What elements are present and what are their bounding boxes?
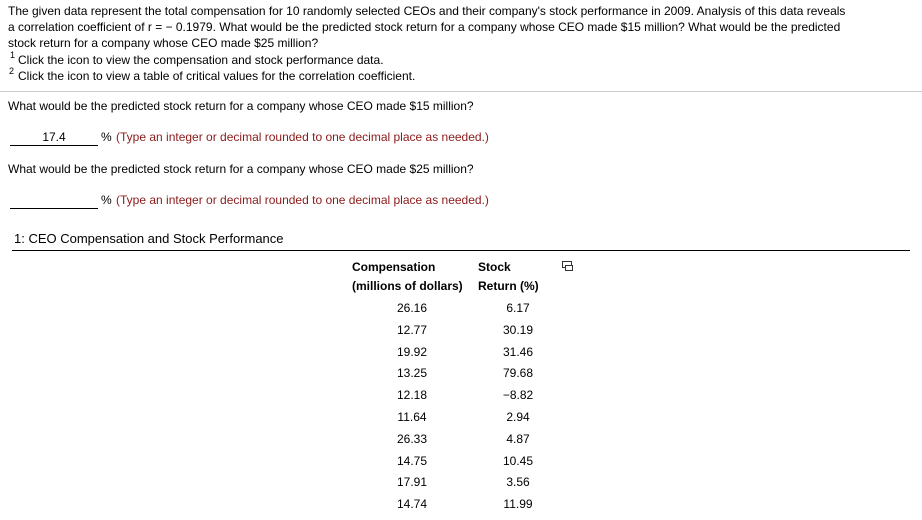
- intro-line: The given data represent the total compe…: [8, 4, 846, 18]
- table-cell: 14.75: [396, 453, 428, 468]
- table-cell: 19.92: [396, 344, 428, 359]
- footnote-number: 2: [9, 66, 15, 76]
- table-cell: 12.77: [396, 322, 428, 337]
- column-header: Stock: [478, 260, 511, 274]
- question: What would be the predicted stock return…: [8, 99, 474, 113]
- table-cell: 4.87: [506, 431, 530, 446]
- footnote-link[interactable]: Click the icon to view a table of critic…: [18, 69, 416, 83]
- table-cell: 17.91: [396, 475, 428, 490]
- hint: (Type an integer or decimal rounded to o…: [116, 193, 489, 207]
- table-cell: 11.99: [503, 497, 533, 512]
- answer-input[interactable]: [10, 193, 98, 209]
- copy-icon[interactable]: [562, 261, 574, 272]
- table-cell: −8.82: [502, 388, 534, 403]
- table-cell: 12.18: [396, 388, 428, 403]
- column-header: Compensation: [352, 260, 436, 274]
- panel-title: 1: CEO Compensation and Stock Performanc…: [14, 231, 284, 246]
- question: What would be the predicted stock return…: [8, 162, 474, 176]
- table-cell: 6.17: [506, 301, 530, 315]
- table-cell: 2.94: [506, 410, 530, 424]
- intro-line: stock return for a company whose CEO mad…: [8, 36, 319, 50]
- footnote-link[interactable]: Click the icon to view the compensation …: [18, 53, 384, 67]
- answer-input[interactable]: 17.4: [10, 130, 98, 146]
- panel-rule: [12, 250, 910, 251]
- footnote-number: 1: [10, 50, 16, 60]
- column-header: Return (%): [478, 279, 539, 293]
- table-cell: 79.68: [502, 366, 534, 381]
- table-cell: 14.74: [396, 497, 428, 512]
- table-cell: 11.64: [397, 410, 427, 424]
- unit: %: [101, 130, 112, 144]
- intro-line: a correlation coefficient of r = − 0.197…: [8, 20, 841, 34]
- hint: (Type an integer or decimal rounded to o…: [116, 130, 489, 144]
- table-cell: 10.45: [502, 453, 534, 468]
- column-header: (millions of dollars): [352, 279, 463, 293]
- table-cell: 30.19: [502, 322, 534, 337]
- table-cell: 26.33: [396, 431, 428, 446]
- divider: [0, 91, 922, 92]
- table-cell: 3.56: [506, 475, 530, 490]
- unit: %: [101, 193, 112, 207]
- table-cell: 31.46: [502, 344, 534, 359]
- table-cell: 26.16: [396, 301, 428, 315]
- table-cell: 13.25: [396, 366, 428, 381]
